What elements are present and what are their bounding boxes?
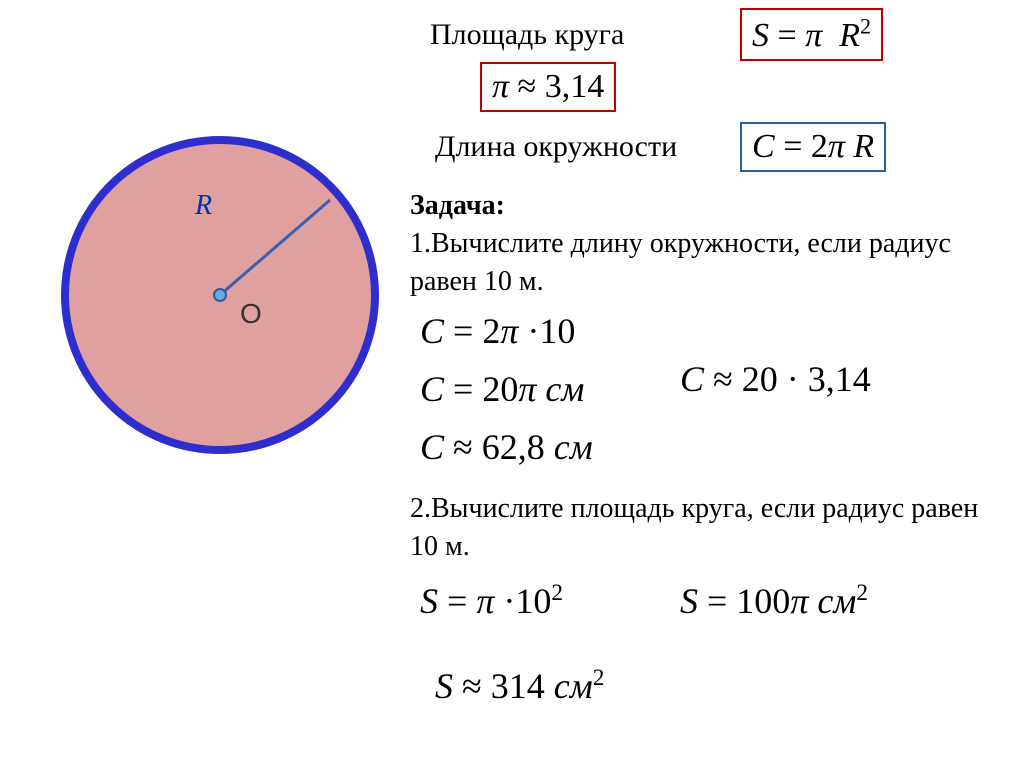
circumference-formula-box: C = 2π R xyxy=(740,122,886,172)
pi-box: π ≈ 3,14 xyxy=(480,62,616,112)
radius-label: R xyxy=(195,190,212,222)
circumference-formula: C = 2π R xyxy=(752,128,874,165)
pi-value: π ≈ 3,14 xyxy=(492,68,604,105)
circle-svg xyxy=(55,130,385,460)
task-heading: Задача: xyxy=(410,190,505,222)
center-label: O xyxy=(240,298,262,330)
s-step1: S = π ·102 xyxy=(420,580,563,622)
circumference-title: Длина окружности xyxy=(435,130,677,164)
center-dot xyxy=(214,289,226,301)
c-step3: C ≈ 62,8 см xyxy=(420,426,593,468)
area-formula: S = π R2 xyxy=(752,17,871,54)
circle-diagram: R O xyxy=(55,130,385,460)
c-step2b: C ≈ 20 · 3,14 xyxy=(680,358,871,400)
task1-text: 1.Вычислите длину окружности, если радиу… xyxy=(410,225,1000,301)
c-step1: C = 2π ·10 xyxy=(420,310,575,352)
s-step1b: S = 100π см2 xyxy=(680,580,868,622)
area-formula-box: S = π R2 xyxy=(740,8,883,61)
area-title: Площадь круга xyxy=(430,18,624,52)
task2-text: 2.Вычислите площадь круга, если радиус р… xyxy=(410,490,1000,566)
s-step2: S ≈ 314 см2 xyxy=(435,665,604,707)
c-step2: C = 20π см xyxy=(420,368,584,410)
